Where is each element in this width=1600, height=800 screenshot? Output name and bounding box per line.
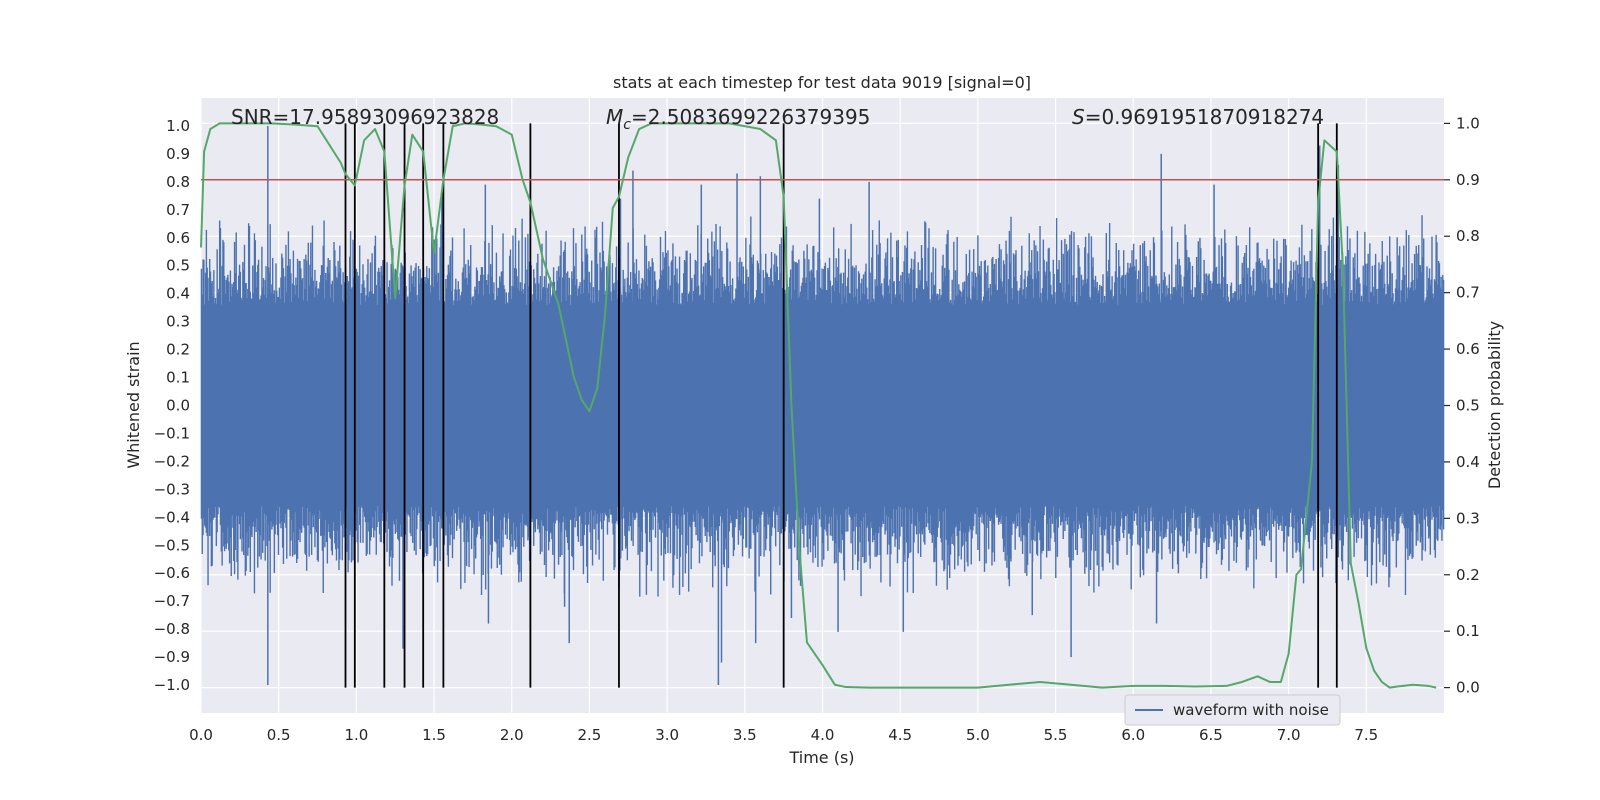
y-tick-label: 0.2 bbox=[166, 341, 190, 359]
x-tick-label: 0.0 bbox=[189, 726, 213, 744]
y2-axis-label: Detection probability bbox=[1485, 321, 1504, 489]
snr-annotation: SNR=17.95893096923828 bbox=[231, 105, 499, 129]
x-tick-label: 5.5 bbox=[1044, 726, 1068, 744]
x-tick-label: 7.0 bbox=[1277, 726, 1301, 744]
y-axis-label: Whitened strain bbox=[124, 341, 143, 468]
x-tick-label: 3.0 bbox=[655, 726, 679, 744]
y-tick-label: 0.7 bbox=[166, 201, 190, 219]
x-tick-label: 7.5 bbox=[1354, 726, 1378, 744]
x-tick-label: 4.0 bbox=[811, 726, 835, 744]
x-tick-label: 6.0 bbox=[1121, 726, 1145, 744]
waveform-noise-band bbox=[200, 215, 1445, 597]
significance-value: =0.9691951870918274 bbox=[1085, 105, 1324, 129]
x-tick-label: 0.5 bbox=[267, 726, 291, 744]
chirp-mass-annotation: Mc=2.5083699226379395 bbox=[606, 105, 870, 133]
y-tick-label: 0.1 bbox=[166, 369, 190, 387]
x-tick-label: 2.5 bbox=[578, 726, 602, 744]
y-tick-label: 0.3 bbox=[166, 313, 190, 331]
y2-tick-label: 1.0 bbox=[1456, 114, 1480, 132]
tick-labels: 0.0 0.5 1.0 1.5 2.0 2.5 3.0 3.5 4.0 4.5 5.0 5.5 6.0 6… bbox=[154, 114, 1480, 744]
chirp-mass-value: =2.5083699226379395 bbox=[631, 105, 870, 129]
y-tick-label: −0.6 bbox=[154, 564, 190, 582]
y2-tick-label: 0.9 bbox=[1456, 171, 1480, 189]
legend-waveform-label: waveform with noise bbox=[1173, 701, 1329, 719]
x-tick-label: 5.0 bbox=[966, 726, 990, 744]
detection-probability-line bbox=[200, 122, 1437, 689]
y-tick-label: 0.0 bbox=[166, 397, 190, 415]
y2-tick-label: 0.8 bbox=[1456, 227, 1480, 245]
x-tick-label: 2.0 bbox=[500, 726, 524, 744]
y-tick-label: −0.7 bbox=[154, 592, 190, 610]
chart-title: stats at each timestep for test data 901… bbox=[613, 73, 1031, 92]
y2-tick-label: 0.5 bbox=[1456, 397, 1480, 415]
x-tick-label: 1.0 bbox=[344, 726, 368, 744]
y2-tick-label: 0.1 bbox=[1456, 622, 1480, 640]
y-tick-label: 0.4 bbox=[166, 285, 190, 303]
y2-tick-label: 0.4 bbox=[1456, 453, 1480, 471]
significance-symbol: S bbox=[1072, 105, 1085, 129]
y2-tick-label: 0.6 bbox=[1456, 340, 1480, 358]
y-tick-label: −0.2 bbox=[154, 452, 190, 470]
x-tick-label: 4.5 bbox=[888, 726, 912, 744]
y-tick-label: 0.9 bbox=[166, 145, 190, 163]
y2-tick-label: 0.3 bbox=[1456, 509, 1480, 527]
y-tick-label: −0.5 bbox=[154, 536, 190, 554]
y-tick-label: −0.9 bbox=[154, 648, 190, 666]
legend: waveform with noise bbox=[1124, 694, 1341, 726]
y-tick-label: 0.6 bbox=[166, 229, 190, 247]
y-tick-label: −0.1 bbox=[154, 424, 190, 442]
y2-tick-label: 0.2 bbox=[1456, 566, 1480, 584]
x-tick-label: 1.5 bbox=[422, 726, 446, 744]
y-tick-label: 0.8 bbox=[166, 173, 190, 191]
significance-annotation: S=0.9691951870918274 bbox=[1072, 105, 1324, 129]
y-tick-label: −0.3 bbox=[154, 480, 190, 498]
y-tick-label: −0.4 bbox=[154, 508, 190, 526]
y-tick-label: −1.0 bbox=[154, 676, 190, 694]
y-tick-label: 0.5 bbox=[166, 257, 190, 275]
legend-box bbox=[1124, 694, 1341, 726]
chirp-mass-subscript: c bbox=[623, 117, 631, 133]
x-tick-label: 3.5 bbox=[733, 726, 757, 744]
y-tick-label: 1.0 bbox=[166, 117, 190, 135]
x-axis-label: Time (s) bbox=[788, 748, 854, 767]
y2-tick-label: 0.7 bbox=[1456, 284, 1480, 302]
x-tick-label: 6.5 bbox=[1199, 726, 1223, 744]
chirp-mass-symbol: M bbox=[606, 105, 623, 129]
y-tick-label: −0.8 bbox=[154, 620, 190, 638]
y2-tick-label: 0.0 bbox=[1456, 679, 1480, 697]
